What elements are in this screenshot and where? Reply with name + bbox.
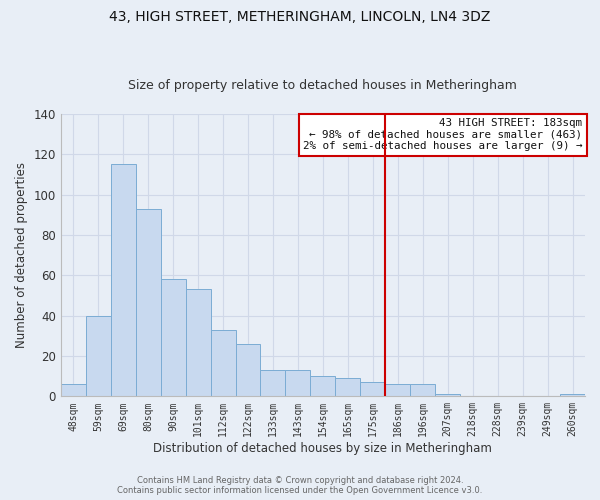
X-axis label: Distribution of detached houses by size in Metheringham: Distribution of detached houses by size …: [154, 442, 493, 455]
Bar: [86, 316, 111, 396]
Bar: [236, 344, 260, 397]
Bar: [211, 330, 236, 396]
Bar: [111, 164, 136, 396]
Bar: [410, 384, 435, 396]
Text: 43, HIGH STREET, METHERINGHAM, LINCOLN, LN4 3DZ: 43, HIGH STREET, METHERINGHAM, LINCOLN, …: [109, 10, 491, 24]
Text: 43 HIGH STREET: 183sqm
← 98% of detached houses are smaller (463)
2% of semi-det: 43 HIGH STREET: 183sqm ← 98% of detached…: [303, 118, 583, 152]
Bar: [136, 209, 161, 396]
Bar: [435, 394, 460, 396]
Bar: [310, 376, 335, 396]
Bar: [335, 378, 361, 396]
Bar: [61, 384, 86, 396]
Bar: [185, 290, 211, 397]
Bar: [560, 394, 585, 396]
Bar: [286, 370, 310, 396]
Y-axis label: Number of detached properties: Number of detached properties: [15, 162, 28, 348]
Bar: [385, 384, 410, 396]
Bar: [361, 382, 385, 396]
Bar: [260, 370, 286, 396]
Bar: [161, 280, 185, 396]
Title: Size of property relative to detached houses in Metheringham: Size of property relative to detached ho…: [128, 79, 517, 92]
Text: Contains HM Land Registry data © Crown copyright and database right 2024.
Contai: Contains HM Land Registry data © Crown c…: [118, 476, 482, 495]
